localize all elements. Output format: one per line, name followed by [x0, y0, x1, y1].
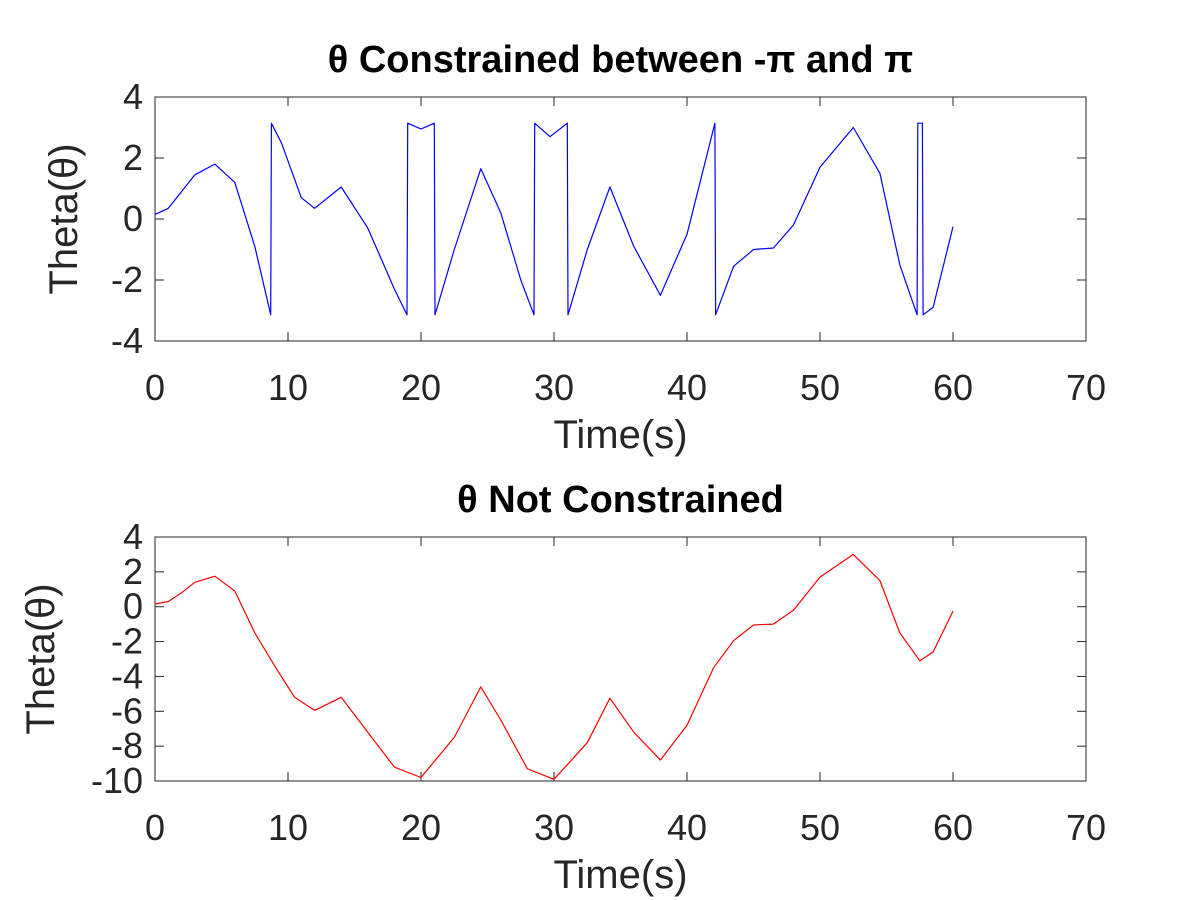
y-tick-label: 4: [123, 76, 143, 117]
y-tick-label: 2: [123, 551, 143, 592]
x-tick-label: 70: [1066, 367, 1106, 408]
x-axis: 0 10 20 30 40 50 60 70: [145, 537, 1106, 848]
x-tick-label: 20: [401, 367, 441, 408]
y-tick-label: 0: [123, 198, 143, 239]
x-axis-label: Time(s): [553, 413, 687, 457]
y-tick-label: -4: [111, 320, 143, 361]
x-tick-label: 60: [933, 807, 973, 848]
x-tick-label: 0: [145, 367, 165, 408]
x-tick-label: 30: [534, 807, 574, 848]
y-axis: 4 2 0 -2 -4: [111, 76, 1086, 361]
x-axis: 0 10 20 30 40 50 60 70: [145, 97, 1106, 408]
x-tick-label: 40: [667, 367, 707, 408]
x-tick-label: 20: [401, 807, 441, 848]
y-tick-label: -2: [111, 259, 143, 300]
y-tick-label: -2: [111, 621, 143, 662]
panel-constrained: θ Constrained between -π and π0 10 20 30 40 5…: [42, 39, 1106, 457]
plot-frame: [154, 96, 1087, 342]
x-tick-label: 70: [1066, 807, 1106, 848]
y-axis-label: Theta(θ): [19, 583, 63, 734]
y-tick-label: -4: [111, 655, 143, 696]
series-line-constrained: [154, 122, 954, 316]
chart-title: θ Constrained between -π and π: [328, 39, 913, 81]
plot-frame: [154, 536, 1087, 782]
series-line-not-constrained: [154, 553, 954, 780]
x-tick-label: 50: [800, 367, 840, 408]
x-axis-label: Time(s): [553, 853, 687, 897]
y-tick-label: 4: [123, 516, 143, 557]
y-tick-label: -8: [111, 725, 143, 766]
x-tick-label: 10: [268, 367, 308, 408]
x-tick-label: 0: [145, 807, 165, 848]
y-tick-label: 0: [123, 586, 143, 627]
x-tick-label: 10: [268, 807, 308, 848]
x-tick-label: 50: [800, 807, 840, 848]
y-axis: 420-2-4-6-8-10: [91, 516, 1086, 801]
x-tick-label: 30: [534, 367, 574, 408]
y-tick-label: -10: [91, 760, 143, 801]
x-tick-label: 40: [667, 807, 707, 848]
x-tick-label: 60: [933, 367, 973, 408]
chart-title: θ Not Constrained: [457, 479, 784, 521]
y-tick-label: -6: [111, 690, 143, 731]
y-tick-label: 2: [123, 137, 143, 178]
y-axis-label: Theta(θ): [42, 143, 86, 294]
